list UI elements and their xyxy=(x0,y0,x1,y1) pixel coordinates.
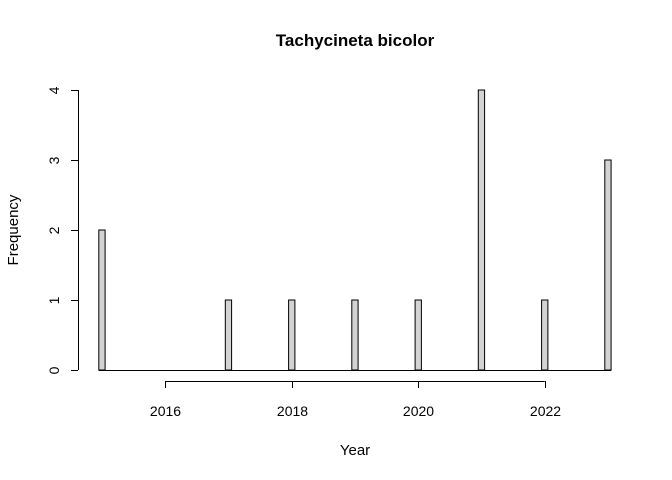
bar-2023 xyxy=(604,159,612,371)
x-tick-label-2022: 2022 xyxy=(530,403,561,419)
y-tick-label-4: 4 xyxy=(46,86,62,94)
y-tick-label-0: 0 xyxy=(46,366,62,374)
y-axis-label: Frequency xyxy=(5,194,22,265)
chart-title: Tachycineta bicolor xyxy=(276,31,435,50)
bar-2017 xyxy=(224,299,233,371)
bar-2020 xyxy=(414,299,422,371)
x-tick-label-2020: 2020 xyxy=(403,403,434,419)
y-tick-label-2: 2 xyxy=(46,226,62,234)
bar-2019 xyxy=(351,299,359,371)
y-tick-label-1: 1 xyxy=(46,296,62,304)
x-tick-label-2016: 2016 xyxy=(150,403,181,419)
x-tick-label-2018: 2018 xyxy=(277,403,308,419)
bar-2022 xyxy=(541,299,549,371)
bar-2021 xyxy=(477,89,486,371)
bar-2015 xyxy=(98,229,106,371)
plot-area: 2016 2018 2020 2022 0 1 2 3 4 xyxy=(46,86,612,419)
y-tick-label-3: 3 xyxy=(46,156,62,164)
bar-2018 xyxy=(288,299,296,371)
x-axis-label: Year xyxy=(340,442,370,459)
